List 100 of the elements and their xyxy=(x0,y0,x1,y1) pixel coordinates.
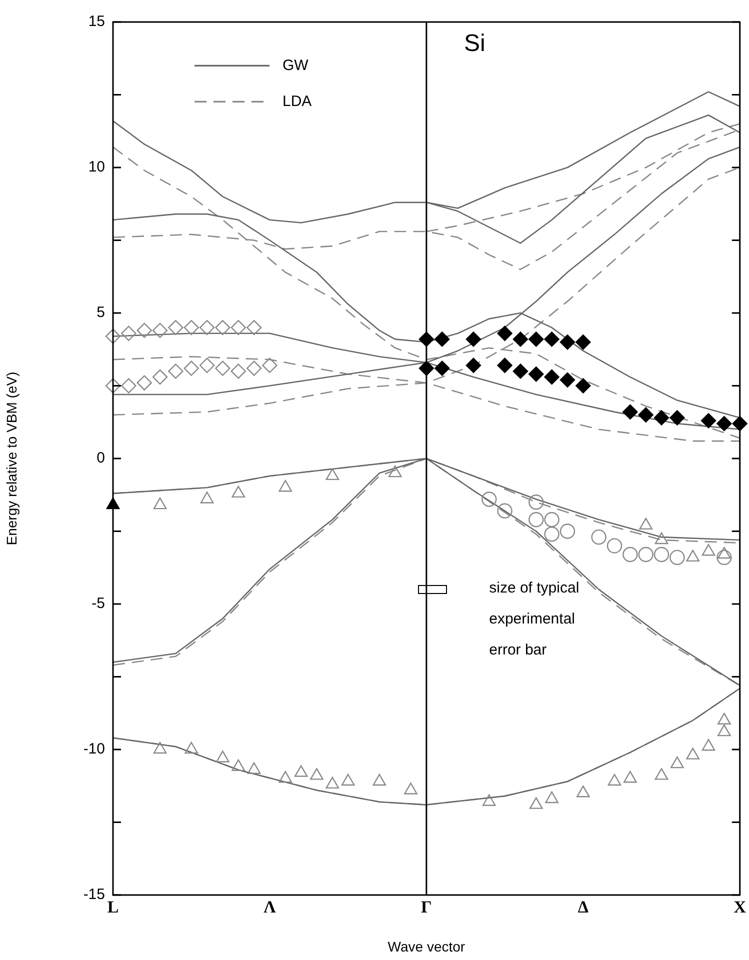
point xyxy=(560,372,576,388)
point xyxy=(168,364,184,379)
point xyxy=(247,762,261,774)
legend-label: LDA xyxy=(282,92,312,110)
point xyxy=(670,756,684,768)
point xyxy=(591,529,606,545)
point xyxy=(528,332,544,347)
point xyxy=(528,512,544,528)
point xyxy=(702,738,716,751)
point xyxy=(105,328,121,344)
point xyxy=(654,546,670,562)
x-tick-label: X xyxy=(734,898,747,917)
point xyxy=(545,791,558,804)
point xyxy=(716,416,732,432)
point xyxy=(686,550,700,562)
point xyxy=(152,322,168,338)
point xyxy=(497,358,512,373)
point xyxy=(232,759,246,772)
point xyxy=(544,512,560,528)
point xyxy=(246,320,262,336)
point xyxy=(544,526,560,542)
x-tick-label: Δ xyxy=(578,898,589,917)
point xyxy=(310,768,324,780)
point xyxy=(654,532,668,544)
point xyxy=(215,320,230,336)
point xyxy=(560,524,576,539)
point xyxy=(482,794,496,806)
point xyxy=(512,332,528,347)
point xyxy=(121,326,136,341)
point xyxy=(718,724,731,736)
point xyxy=(278,480,292,492)
x-tick-label: Λ xyxy=(264,898,277,917)
point xyxy=(230,320,246,336)
point xyxy=(528,494,544,510)
point xyxy=(184,320,199,336)
point xyxy=(576,786,590,798)
point xyxy=(230,364,246,379)
point xyxy=(466,332,482,347)
x-tick-label: L xyxy=(107,898,119,917)
point xyxy=(326,776,340,789)
point xyxy=(718,546,731,559)
annotation: Si xyxy=(464,30,486,58)
y-tick-label: -5 xyxy=(92,595,105,612)
point xyxy=(622,404,638,420)
point xyxy=(606,538,622,554)
point xyxy=(608,774,622,786)
point xyxy=(544,369,560,385)
point xyxy=(654,768,668,780)
point xyxy=(670,550,685,566)
point xyxy=(105,378,121,394)
point xyxy=(654,410,670,426)
point xyxy=(560,334,576,350)
y-tick-label: 15 xyxy=(88,13,105,30)
y-tick-label: -15 xyxy=(83,886,105,904)
point xyxy=(497,326,512,341)
point xyxy=(702,544,716,556)
point xyxy=(686,748,700,760)
point xyxy=(184,360,199,376)
point xyxy=(638,546,654,562)
point xyxy=(639,518,652,530)
point xyxy=(700,413,716,428)
point xyxy=(497,503,512,518)
point xyxy=(262,358,278,373)
point xyxy=(528,366,544,382)
point xyxy=(168,320,184,336)
point xyxy=(718,712,731,724)
annotation: size of typical experimental error bar xyxy=(489,579,580,658)
point xyxy=(121,378,136,394)
point xyxy=(246,360,262,376)
y-tick-label: 5 xyxy=(96,304,105,322)
point xyxy=(622,546,638,562)
point xyxy=(404,782,418,794)
y-tick-label: 0 xyxy=(96,450,105,467)
point xyxy=(512,364,528,379)
point xyxy=(434,332,450,347)
point xyxy=(232,486,246,498)
point xyxy=(136,322,152,338)
point xyxy=(388,465,402,478)
point xyxy=(278,771,292,783)
point xyxy=(716,550,732,566)
point xyxy=(482,492,497,507)
point xyxy=(544,332,560,347)
point xyxy=(638,407,654,422)
point xyxy=(199,320,215,336)
point xyxy=(624,771,637,783)
x-tick-label: Γ xyxy=(421,898,432,917)
x-axis-title: Wave vector xyxy=(388,938,466,954)
point xyxy=(215,360,230,376)
point xyxy=(576,334,591,350)
legend-label: GW xyxy=(282,56,310,74)
y-axis-title: Energy relative to VBM (eV) xyxy=(3,372,20,546)
point xyxy=(466,358,482,373)
point xyxy=(200,492,214,504)
point xyxy=(199,358,215,373)
y-tick-label: 10 xyxy=(88,158,105,176)
point xyxy=(152,369,168,385)
point xyxy=(372,774,386,786)
point xyxy=(216,750,230,762)
point xyxy=(153,742,167,754)
point xyxy=(326,468,340,480)
